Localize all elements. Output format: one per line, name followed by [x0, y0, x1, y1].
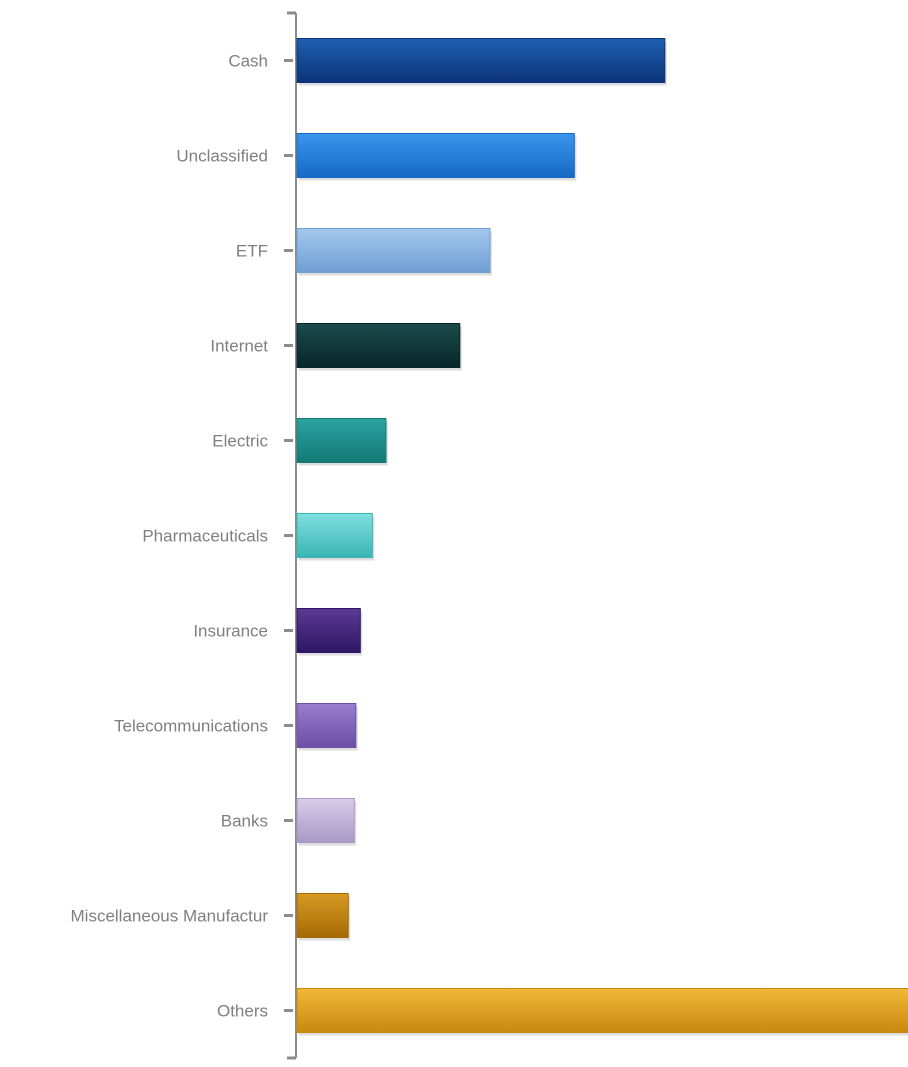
- bar-miscellaneous-manufactur: [296, 893, 349, 938]
- category-label: ETF: [236, 242, 268, 261]
- bar-insurance: [296, 608, 361, 653]
- category-label: Miscellaneous Manufactur: [71, 907, 269, 926]
- bar-internet: [296, 323, 461, 368]
- bar-others: [296, 988, 908, 1033]
- category-label: Cash: [228, 52, 268, 71]
- category-label: Telecommunications: [114, 717, 268, 736]
- category-label: Pharmaceuticals: [142, 527, 268, 546]
- category-label: Internet: [210, 337, 268, 356]
- bar-banks: [296, 798, 355, 843]
- category-axis: [284, 11, 297, 1060]
- bar-unclassified: [296, 133, 575, 178]
- category-label: Banks: [221, 812, 268, 831]
- bar-cash: [296, 38, 666, 83]
- bars-group: [296, 38, 908, 1036]
- bar-pharmaceuticals: [296, 513, 373, 558]
- category-label: Electric: [212, 432, 268, 451]
- category-label: Unclassified: [176, 147, 268, 166]
- category-label: Others: [217, 1002, 268, 1021]
- category-label: Insurance: [193, 622, 268, 641]
- bar-electric: [296, 418, 387, 463]
- category-labels: Cash Unclassified ETF Internet Electric Pharm…: [71, 52, 269, 1021]
- bar-etf: [296, 228, 491, 273]
- bar-telecommunications: [296, 703, 357, 748]
